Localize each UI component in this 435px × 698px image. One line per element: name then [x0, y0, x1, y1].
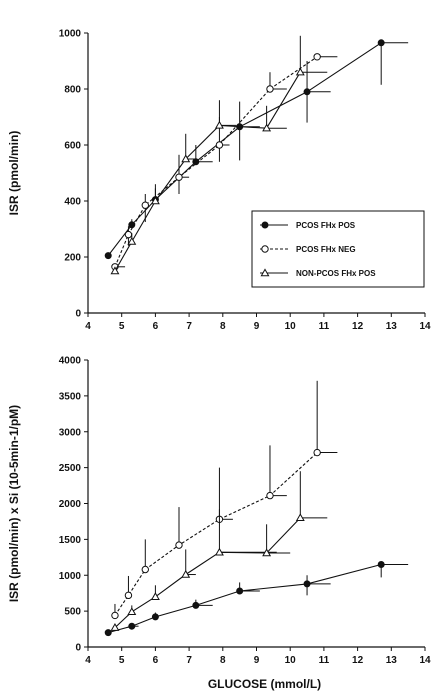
legend-label: PCOS FHx POS: [296, 221, 356, 230]
x-tick-label: 4: [85, 655, 91, 666]
data-point: [303, 580, 311, 588]
data-point: [266, 85, 274, 93]
data-point: [214, 120, 224, 129]
data-point: [110, 266, 120, 275]
series-2: [110, 471, 328, 631]
y-tick-label: 600: [64, 141, 81, 152]
y-tick-label: 200: [64, 253, 81, 264]
data-point: [128, 622, 136, 630]
y-tick-label: 0: [75, 643, 81, 654]
y-tick-label: 1000: [59, 29, 82, 40]
y-tick-label: 2000: [59, 499, 82, 510]
data-point: [262, 123, 272, 132]
data-point: [236, 587, 244, 595]
x-tick-label: 5: [119, 655, 125, 666]
data-point: [124, 230, 133, 239]
data-point: [214, 547, 224, 556]
x-tick-label: 11: [319, 321, 330, 332]
data-point: [150, 592, 160, 600]
x-tick-label: 11: [319, 655, 330, 666]
data-point: [181, 154, 191, 163]
y-tick-label: 1500: [59, 535, 82, 546]
y-tick-label: 1000: [59, 571, 82, 582]
y-tick-label: 0: [75, 309, 81, 320]
chart-top: 4 5 6 7 8 9 10 11 12 13 14 0 200 400 600 800 1000 ISR (pm…: [7, 29, 431, 333]
x-tick-label: 7: [186, 321, 192, 332]
x-axis-label: GLUCOSE (mmol/L): [208, 677, 321, 691]
data-point: [192, 601, 200, 609]
x-tick-label: 8: [220, 321, 226, 332]
legend-marker: [261, 245, 269, 253]
y-tick-label: 3500: [59, 391, 82, 402]
data-point: [262, 548, 272, 557]
legend-label: NON-PCOS FHx POS: [296, 269, 376, 278]
legend-label: PCOS FHx NEG: [296, 245, 356, 254]
data-point: [150, 196, 160, 205]
data-point: [124, 591, 133, 600]
data-point: [127, 607, 137, 616]
x-tick-label: 10: [285, 655, 297, 666]
data-point: [141, 565, 149, 574]
y-tick-label: 2500: [59, 463, 82, 474]
x-tick-label: 9: [254, 655, 260, 666]
legend: PCOS FHx POS PCOS FHx NEG NON-PCOS FHx POS: [251, 210, 425, 288]
data-point: [110, 623, 120, 631]
x-tick-label: 7: [186, 655, 192, 666]
y-tick-label: 4000: [59, 356, 82, 367]
legend-marker: [261, 221, 269, 229]
series-line: [108, 563, 382, 634]
y-tick-label: 3000: [59, 427, 82, 438]
data-point: [175, 541, 183, 549]
data-point: [313, 53, 321, 61]
data-point: [104, 252, 112, 260]
series-line: [114, 452, 318, 616]
data-point: [303, 88, 311, 96]
data-point: [295, 513, 305, 522]
x-tick-label: 13: [386, 655, 398, 666]
x-tick-label: 12: [352, 655, 364, 666]
data-point: [111, 611, 119, 620]
data-point: [141, 201, 149, 209]
data-point: [266, 491, 274, 500]
y-axis-label: ISR (pmol/min): [7, 131, 21, 216]
y-axis-label: ISR (pmol/min) x Si (10-5min-1/pM): [7, 405, 21, 602]
x-tick-label: 14: [419, 321, 431, 332]
data-point: [181, 569, 191, 578]
x-tick-label: 13: [386, 321, 398, 332]
x-tick-label: 10: [285, 321, 297, 332]
data-point: [377, 560, 385, 568]
series-1: [111, 380, 338, 620]
x-tick-label: 6: [153, 321, 159, 332]
data-point: [377, 39, 385, 47]
x-tick-label: 8: [220, 655, 226, 666]
chart-bottom: 4 5 6 7 8 9 10 11 12 13 14 0 500 1000 1500 2000 2500 3000…: [7, 356, 431, 692]
data-point: [175, 173, 183, 181]
legend-marker: [260, 268, 270, 277]
x-tick-label: 9: [254, 321, 260, 332]
y-tick-label: 800: [64, 85, 81, 96]
x-tick-label: 6: [153, 655, 159, 666]
x-tick-label: 14: [419, 655, 431, 666]
x-tick-label: 12: [352, 321, 364, 332]
y-tick-label: 500: [64, 607, 81, 618]
data-point: [127, 236, 137, 245]
x-tick-label: 4: [85, 321, 91, 332]
series-2: [110, 35, 328, 275]
data-point: [295, 67, 305, 76]
data-point: [313, 448, 321, 457]
x-tick-label: 5: [119, 321, 125, 332]
y-tick-label: 400: [64, 197, 81, 208]
data-point: [151, 613, 159, 621]
series-0: [104, 560, 409, 637]
data-point: [104, 629, 112, 637]
data-point: [215, 141, 224, 149]
